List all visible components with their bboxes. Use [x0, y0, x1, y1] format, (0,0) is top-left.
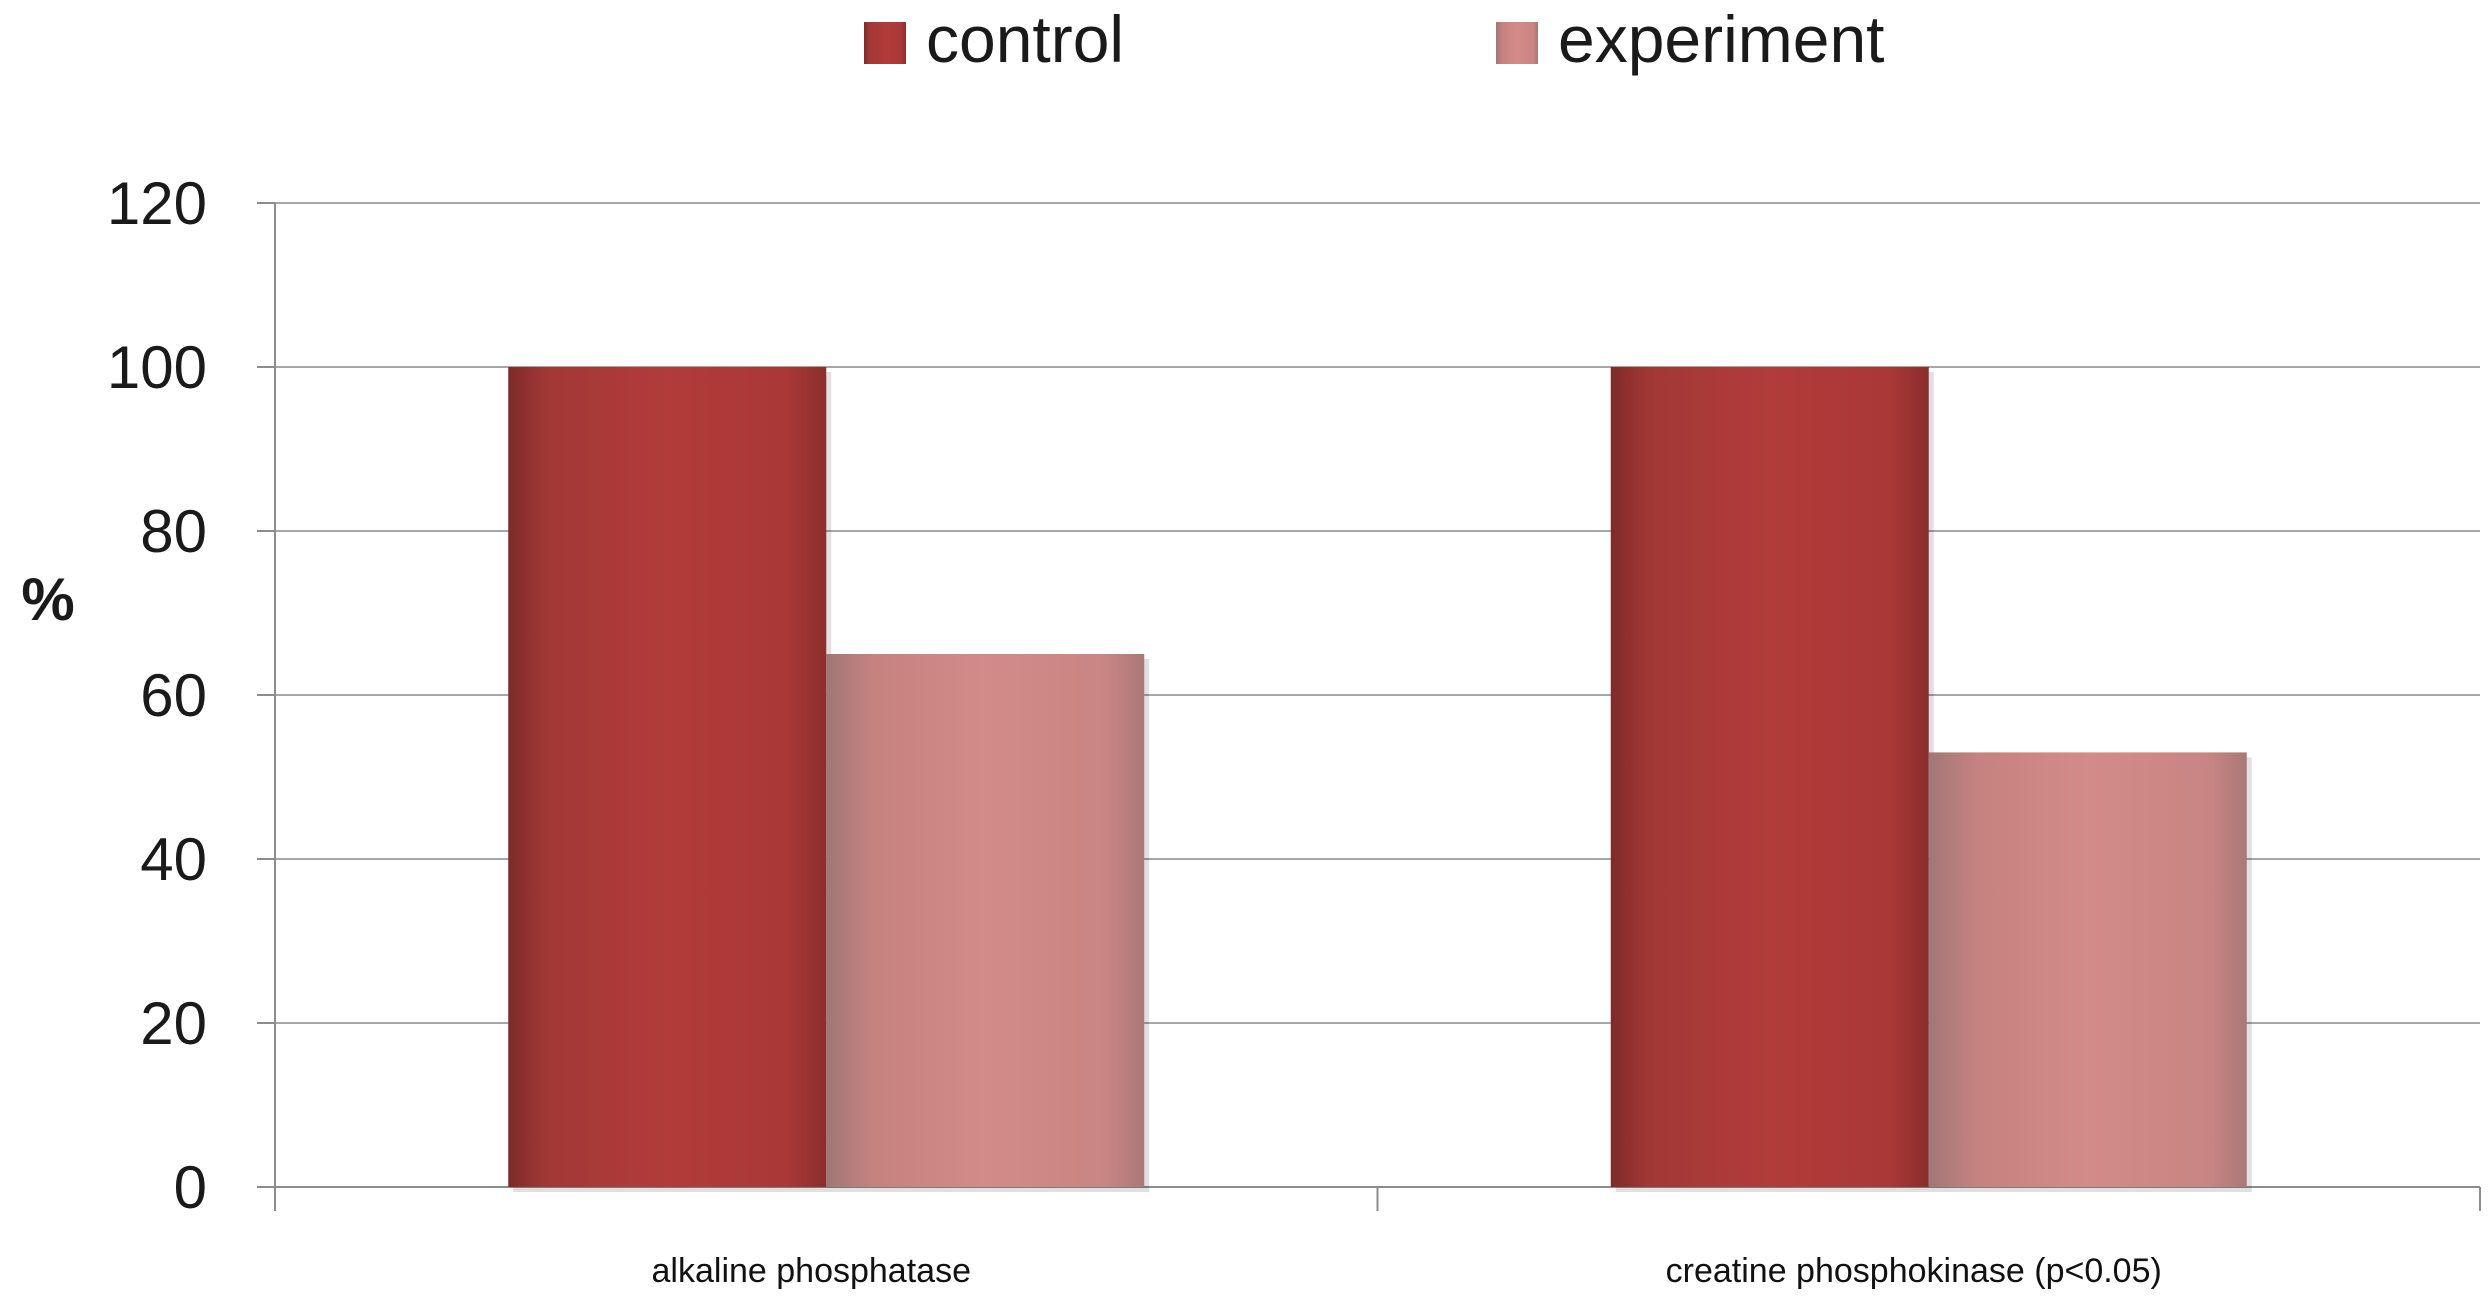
bar-experiment-creatine-phosphokinase-p-0-05	[1928, 752, 2247, 1187]
x-category-label-1: alkaline phosphatase	[652, 1252, 971, 1290]
bar-experiment-alkaline-phosphatase	[826, 654, 1145, 1187]
y-tick-label-0: 0	[174, 1154, 207, 1221]
labels: 0 20 40 60 80 100 120% alkaline phosphatase crea…	[21, 170, 2162, 1290]
y-tick-label-100: 100	[107, 334, 207, 401]
bars	[508, 367, 2252, 1192]
y-tick-label-80: 80	[140, 498, 207, 565]
y-tick-label-60: 60	[140, 662, 207, 729]
y-tick-label-120: 120	[107, 170, 207, 237]
legend-swatch-experiment	[1496, 22, 1538, 64]
y-tick-label-20: 20	[140, 990, 207, 1057]
bar-control-creatine-phosphokinase-p-0-05	[1610, 367, 1929, 1187]
y-axis-label: %	[21, 566, 74, 633]
legend-label-control: control	[926, 2, 1124, 76]
bar-control-alkaline-phosphatase	[508, 367, 827, 1187]
x-category-label-2: creatine phosphokinase (p<0.05)	[1666, 1252, 2162, 1290]
legend-label-experiment: experiment	[1558, 2, 1885, 76]
y-tick-label-40: 40	[140, 826, 207, 893]
legend-swatch-control	[864, 22, 906, 64]
legend: control experiment	[864, 2, 1885, 76]
